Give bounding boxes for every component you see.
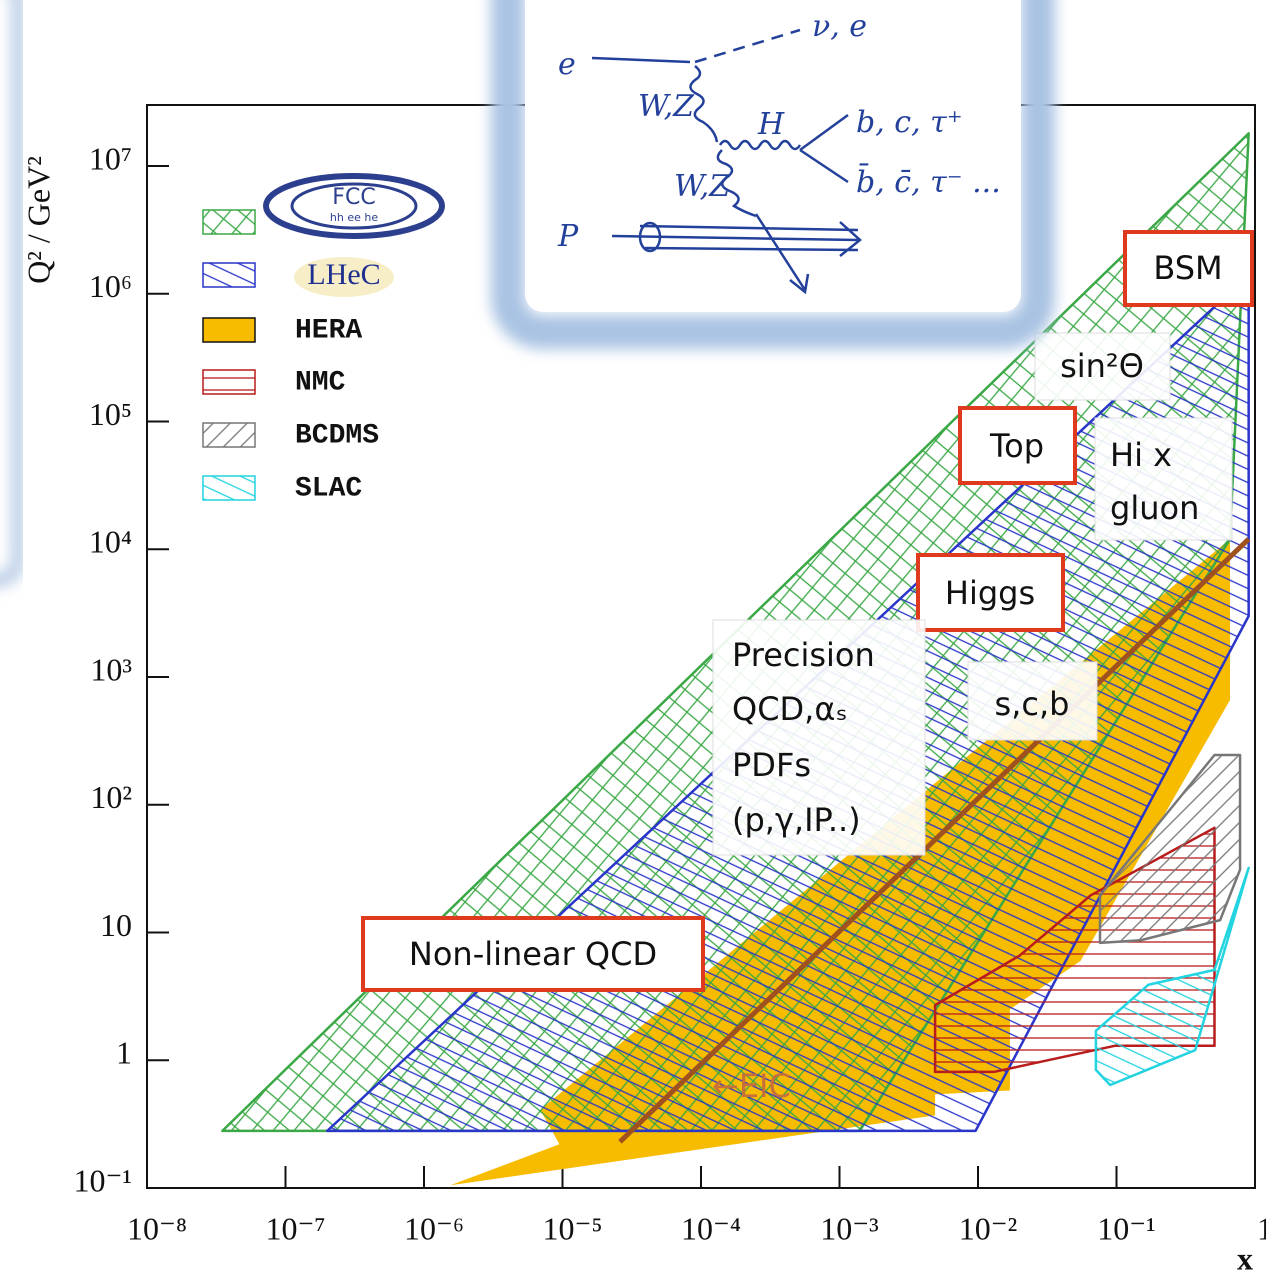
legend-label: LHeC — [307, 258, 380, 291]
note-box — [1123, 230, 1254, 307]
y-tick-label: 10⁷ — [89, 140, 132, 176]
legend-label: FCC — [332, 185, 375, 210]
diagram-label: P — [557, 219, 579, 254]
logo-sub: hh ee he — [330, 211, 378, 224]
diagram-label: e — [558, 47, 576, 82]
x-tick-label: 10⁻⁸ — [127, 1210, 187, 1246]
legend-swatch — [202, 317, 256, 343]
legend-label: HERA — [295, 315, 362, 346]
note: s,c,b — [995, 685, 1070, 723]
x-tick-label: 10⁻² — [959, 1210, 1017, 1246]
legend-swatch — [202, 422, 256, 448]
region — [1094, 866, 1250, 1087]
boson-line — [689, 65, 719, 143]
edge-glow — [0, 0, 25, 587]
note: Non-linear QCD — [409, 935, 657, 973]
note-box — [1094, 417, 1233, 541]
note: (p,γ,IP..) — [732, 801, 861, 839]
diagram-label: W,Z — [638, 89, 695, 124]
legend-swatch — [202, 475, 256, 501]
diagram-label: H — [757, 107, 785, 142]
x-tick-label: 10⁻¹ — [1097, 1210, 1155, 1246]
note: Higgs — [945, 574, 1035, 612]
higgs-line — [718, 139, 802, 151]
y-tick-label: 10⁻¹ — [74, 1162, 132, 1198]
electron-line — [591, 56, 691, 64]
boson-line — [716, 149, 757, 218]
note: gluon — [1110, 489, 1199, 527]
region — [1098, 753, 1242, 945]
x-tick-label: 10⁻⁶ — [404, 1210, 464, 1246]
annotations: sin²Θ Hi x gluon BSM Top Higgs Precision… — [361, 230, 1254, 1105]
note-box — [1034, 332, 1171, 401]
x-tick-label: 10⁻⁵ — [542, 1210, 602, 1246]
y-tick-label: 10 — [100, 907, 132, 943]
legend-swatch — [202, 262, 256, 288]
legend-swatch — [202, 209, 256, 235]
neutrino-line — [694, 28, 801, 64]
legend-label: BCDMS — [295, 420, 379, 451]
diagram-label: b̄, c̄, τ⁻ ... — [856, 162, 1001, 200]
diagram-lines — [591, 28, 862, 295]
diagram-label: b, c, τ⁺ — [856, 105, 963, 140]
note: BSM — [1153, 249, 1222, 287]
eic-line — [618, 537, 1251, 1144]
diagram-inset: e ν, e W,Z H b, c, τ⁺ b̄, c̄, τ⁻ ... W,Z… — [491, 0, 1055, 349]
y-tick-label: 10³ — [90, 651, 132, 687]
x-tick-label: 10⁻⁴ — [681, 1210, 741, 1246]
y-tick-label: 10⁶ — [89, 268, 132, 304]
lhec-logo — [294, 257, 394, 297]
note-box — [967, 661, 1098, 741]
note-box — [712, 619, 926, 856]
y-tick-label: 10² — [90, 779, 132, 815]
note: ←EIC — [712, 1067, 791, 1105]
note: PDFs — [732, 746, 811, 784]
note: Precision — [732, 636, 875, 674]
note: Top — [989, 427, 1044, 465]
proton-lines — [611, 221, 862, 257]
decay-lines — [799, 113, 849, 184]
y-tick-label: 1 — [116, 1035, 132, 1071]
legend-label: SLAC — [295, 473, 362, 504]
proton-blob — [638, 221, 662, 253]
y-axis-title: Q² / GeV² — [20, 156, 56, 284]
fcc-logo-inner — [290, 182, 418, 230]
note: QCD,αₛ — [732, 690, 847, 728]
legend-swatch — [202, 369, 256, 395]
inset-glow — [491, 0, 1055, 349]
diagram-label: W,Z — [674, 169, 731, 204]
note: sin²Θ — [1060, 347, 1144, 385]
x-axis-title: x — [1237, 1240, 1253, 1276]
legend-label: NMC — [295, 367, 346, 398]
outgoing-line — [754, 213, 810, 295]
note-box — [916, 553, 1065, 632]
note-box — [361, 916, 705, 992]
note-box — [958, 406, 1077, 485]
x-tick-label: 10⁻³ — [820, 1210, 878, 1246]
note: Hi x — [1110, 436, 1172, 474]
y-tick-label: 10⁴ — [89, 524, 132, 560]
x-tick-label: 10⁻⁷ — [265, 1210, 325, 1246]
x-tick-label: 1 — [1257, 1210, 1266, 1246]
diagram-label: ν, e — [812, 9, 867, 44]
y-tick-label: 10⁵ — [89, 396, 132, 432]
inset-panel — [525, 0, 1021, 312]
legend: FCC hh ee he LHeC HERA NMC BCDMS SLAC — [202, 173, 445, 504]
